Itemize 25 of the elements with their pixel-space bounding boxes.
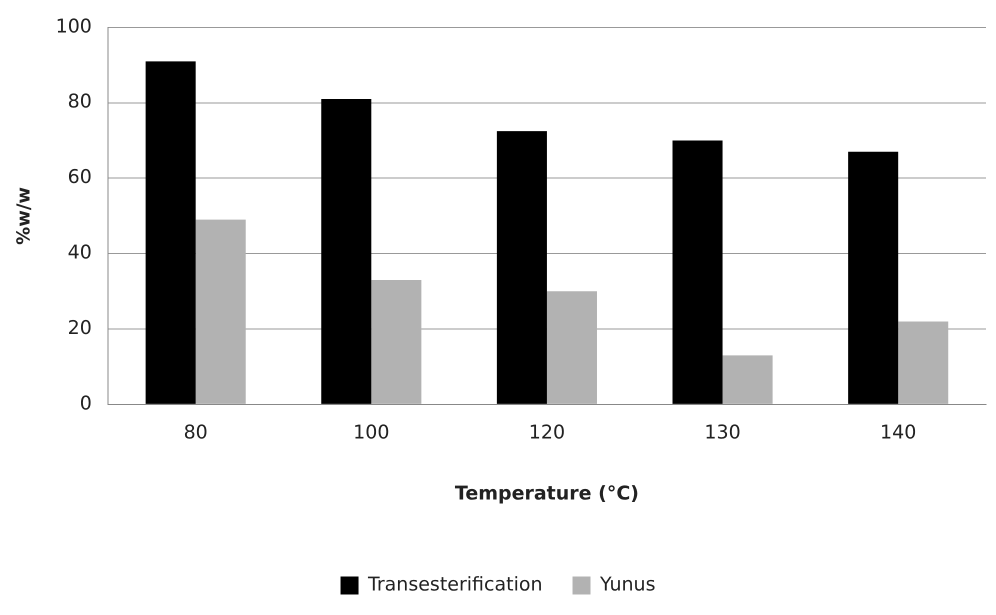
bar <box>371 280 422 404</box>
y-tick-label: 60 <box>68 166 92 188</box>
x-tick-label: 130 <box>704 422 741 444</box>
bar <box>196 220 246 404</box>
x-tick-label: 80 <box>184 422 208 444</box>
bar <box>848 152 898 404</box>
bar <box>496 131 547 404</box>
y-tick-label: 100 <box>56 15 92 38</box>
bar <box>146 61 196 404</box>
x-axis-title: Temperature (°C) <box>454 482 639 505</box>
bar <box>672 140 723 404</box>
legend-label: Transesterification <box>367 573 543 596</box>
bar <box>898 321 948 404</box>
bar <box>722 355 773 404</box>
x-tick-label: 140 <box>880 422 916 444</box>
x-tick-label: 100 <box>353 422 390 444</box>
bar <box>321 99 372 404</box>
legend-label: Yunus <box>599 573 656 596</box>
y-tick-label: 0 <box>80 392 92 414</box>
y-axis-title: %w/w <box>13 186 34 245</box>
y-tick-label: 20 <box>68 316 92 339</box>
bar <box>546 291 597 404</box>
x-tick-label: 120 <box>528 422 566 444</box>
y-tick-label: 80 <box>68 90 92 113</box>
y-tick-label: 40 <box>68 242 92 264</box>
